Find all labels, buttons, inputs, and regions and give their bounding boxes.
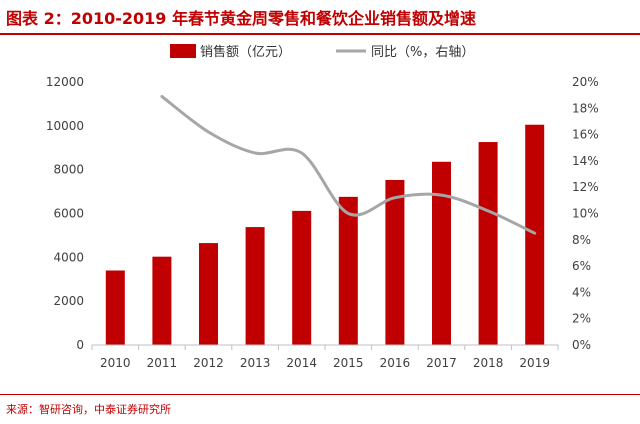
- left-tick-label: 10000: [46, 119, 84, 133]
- yoy-growth-line: [160, 95, 537, 235]
- footer-divider: [0, 394, 640, 395]
- x-axis: 2010 2011 2012 2013 2014 2015 2016 2017 2018 2019: [91, 344, 559, 370]
- left-tick-label: 0: [76, 338, 84, 352]
- right-tick-label: 0%: [572, 338, 591, 352]
- x-tick-label: 2017: [426, 356, 457, 370]
- right-tick-label: 8%: [572, 233, 591, 247]
- bar-2017: [432, 161, 451, 345]
- bar-2013: [245, 227, 265, 345]
- title-bar: 图表 2：2010-2019 年春节黄金周零售和餐饮企业销售额及增速: [0, 0, 640, 35]
- x-tick-label: 2016: [380, 356, 411, 370]
- legend-label-bar: 销售额（亿元）: [200, 44, 291, 60]
- x-tick-label: 2010: [100, 356, 131, 370]
- x-tick-label: 2018: [473, 356, 504, 370]
- right-tick-label: 14%: [572, 154, 599, 168]
- right-tick-label: 18%: [572, 101, 599, 115]
- chart-svg: 销售额（亿元） 同比（%，右轴） 0 2000 4000 6000 8000 10000 12…: [46, 44, 599, 370]
- x-tick-label: 2019: [519, 356, 550, 370]
- bar-2018: [478, 142, 498, 345]
- left-tick-label: 6000: [53, 207, 84, 221]
- bar-2019: [525, 124, 545, 345]
- bar-2014: [292, 210, 312, 345]
- right-tick-label: 10%: [572, 207, 599, 221]
- chart-title: 图表 2：2010-2019 年春节黄金周零售和餐饮企业销售额及增速: [6, 9, 476, 28]
- bar-2016: [385, 179, 405, 345]
- right-tick-label: 20%: [572, 75, 599, 89]
- x-tick-label: 2014: [286, 356, 317, 370]
- bar-2015: [338, 196, 358, 345]
- right-axis: 0% 2% 4% 6% 8% 10% 12% 14% 16% 18% 20%: [572, 75, 599, 352]
- chart-area: 销售额（亿元） 同比（%，右轴） 0 2000 4000 6000 8000 10000 12…: [0, 36, 640, 376]
- source-note: 来源：智研咨询，中泰证券研究所: [6, 403, 171, 416]
- x-tick-label: 2013: [240, 356, 271, 370]
- bar-2010: [105, 270, 125, 345]
- right-tick-label: 12%: [572, 180, 599, 194]
- title-divider: [0, 33, 640, 35]
- left-tick-label: 4000: [53, 250, 84, 264]
- left-tick-label: 2000: [53, 294, 84, 308]
- x-tick-label: 2011: [147, 356, 178, 370]
- legend-label-line: 同比（%，右轴）: [371, 45, 474, 60]
- right-tick-label: 2%: [572, 312, 591, 326]
- bar-2012: [199, 243, 218, 345]
- bar-2011: [152, 256, 172, 345]
- left-tick-label: 8000: [53, 163, 84, 177]
- legend: 销售额（亿元） 同比（%，右轴）: [170, 44, 474, 60]
- bar-series: [105, 124, 545, 345]
- legend-swatch-bar: [170, 44, 196, 58]
- right-tick-label: 6%: [572, 259, 591, 273]
- left-axis: 0 2000 4000 6000 8000 10000 12000: [46, 75, 84, 352]
- left-tick-label: 12000: [46, 75, 84, 89]
- line-series: [160, 95, 537, 235]
- x-tick-label: 2012: [193, 356, 224, 370]
- right-tick-label: 4%: [572, 285, 591, 299]
- right-tick-label: 16%: [572, 128, 599, 142]
- x-tick-label: 2015: [333, 356, 364, 370]
